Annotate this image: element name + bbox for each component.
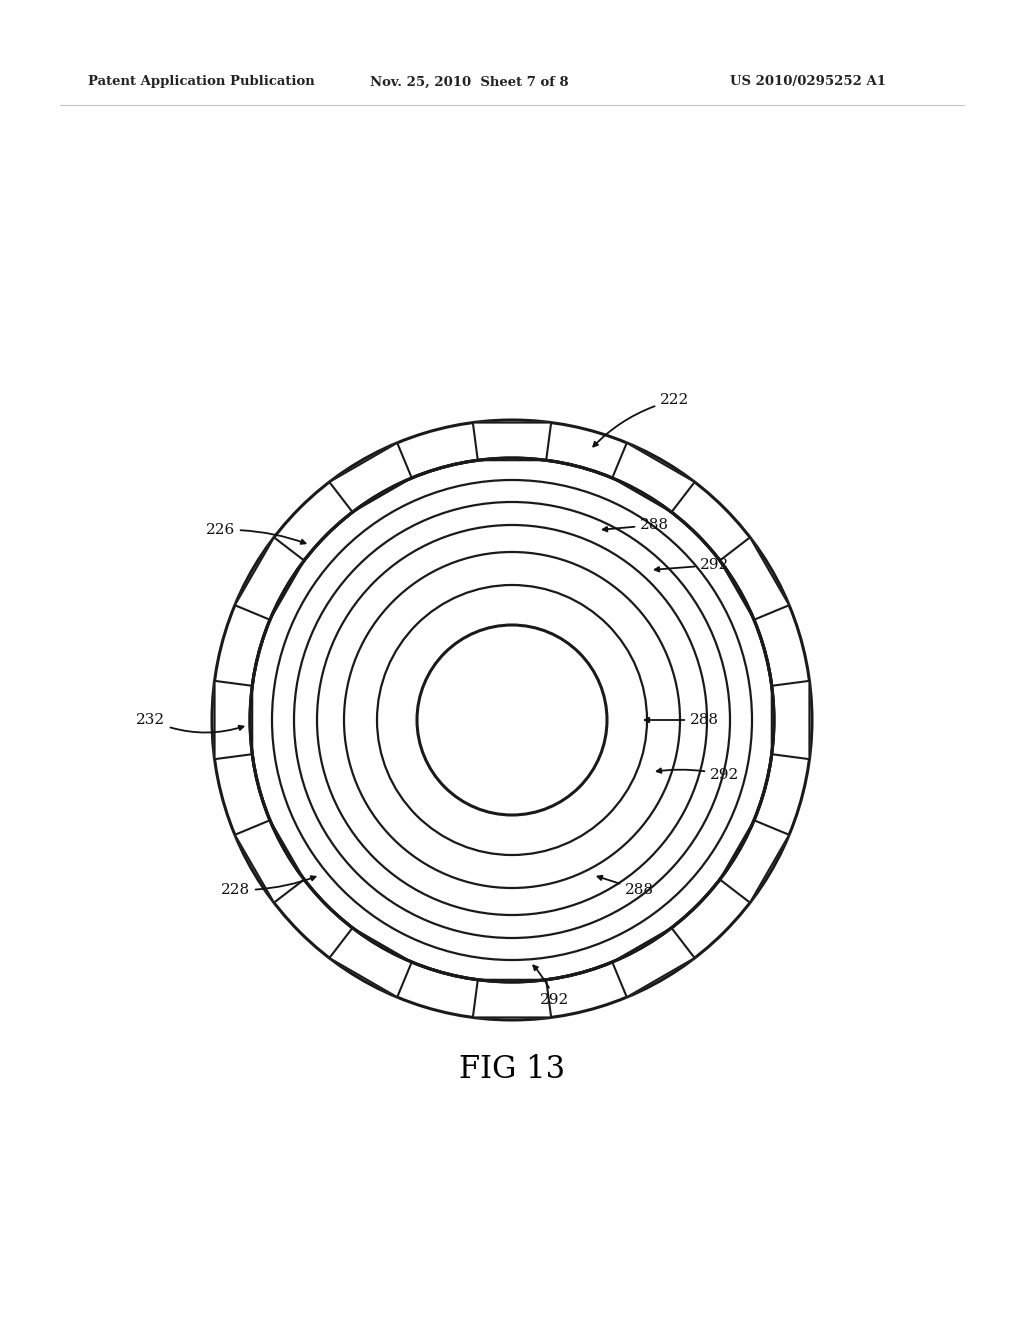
Polygon shape — [612, 928, 694, 997]
Polygon shape — [612, 442, 694, 512]
Polygon shape — [720, 820, 790, 903]
Text: 292: 292 — [534, 965, 569, 1007]
Text: 222: 222 — [593, 393, 689, 446]
Text: US 2010/0295252 A1: US 2010/0295252 A1 — [730, 75, 886, 88]
Polygon shape — [330, 928, 412, 997]
Polygon shape — [234, 537, 304, 619]
Polygon shape — [772, 681, 809, 759]
Text: FIG 13: FIG 13 — [459, 1055, 565, 1085]
Polygon shape — [473, 979, 551, 1018]
Text: Nov. 25, 2010  Sheet 7 of 8: Nov. 25, 2010 Sheet 7 of 8 — [370, 75, 568, 88]
Polygon shape — [330, 442, 412, 512]
Text: 228: 228 — [221, 876, 315, 898]
Text: 232: 232 — [136, 713, 244, 733]
Polygon shape — [234, 820, 304, 903]
Text: 226: 226 — [206, 523, 305, 544]
Text: 288: 288 — [645, 713, 719, 727]
Polygon shape — [720, 537, 790, 619]
Text: 288: 288 — [598, 875, 654, 898]
Text: Patent Application Publication: Patent Application Publication — [88, 75, 314, 88]
Polygon shape — [215, 681, 252, 759]
Polygon shape — [473, 422, 551, 461]
Text: 288: 288 — [603, 517, 669, 532]
Text: 292: 292 — [656, 768, 739, 781]
Text: 292: 292 — [654, 558, 729, 572]
